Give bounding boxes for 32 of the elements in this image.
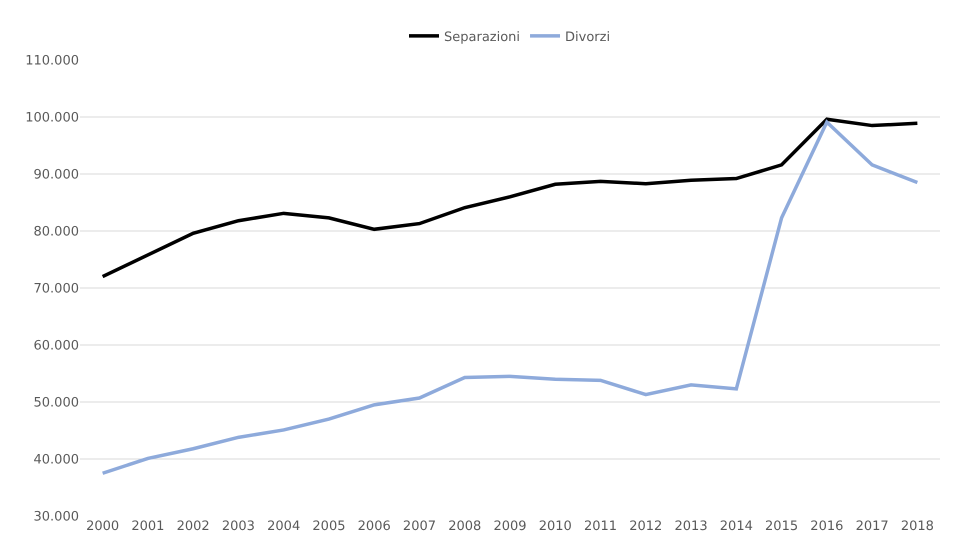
y-tick-label: 100.000 [25,110,79,126]
x-tick-label: 2001 [131,519,164,534]
legend-label: Separazioni [444,30,520,45]
y-tick-label: 80.000 [34,224,79,240]
y-tick-label: 110.000 [25,54,79,69]
line-series [100,120,920,475]
x-tick-label: 2010 [538,519,572,534]
x-tick-label: 2016 [810,519,844,534]
x-tick-label: 2017 [856,519,889,534]
x-tick-label: 2012 [629,519,662,534]
x-tick-label: 2006 [358,519,391,534]
y-tick-label: 40.000 [34,452,79,468]
line-series [100,118,920,278]
x-tick-label: 2007 [402,519,436,534]
x-tick-label: 2002 [176,519,210,534]
legend-label: Divorzi [565,30,610,45]
y-tick-label: 70.000 [34,282,79,297]
y-tick-label: 30.000 [34,510,79,525]
x-tick-label: 2003 [222,519,255,534]
x-tick-label: 2015 [765,519,798,534]
x-tick-label: 2005 [312,519,346,534]
x-tick-label: 2013 [674,519,708,534]
x-tick-label: 2011 [584,519,618,534]
x-tick-label: 2014 [720,519,753,534]
x-tick-label: 2000 [86,519,120,534]
x-tick-label: 2008 [448,519,482,534]
y-tick-label: 60.000 [34,338,79,354]
x-tick-label: 2009 [493,519,527,534]
x-tick-label: 2018 [900,519,934,534]
y-tick-label: 50.000 [34,396,79,411]
x-tick-label: 2004 [267,519,300,534]
y-tick-label: 90.000 [34,168,79,183]
